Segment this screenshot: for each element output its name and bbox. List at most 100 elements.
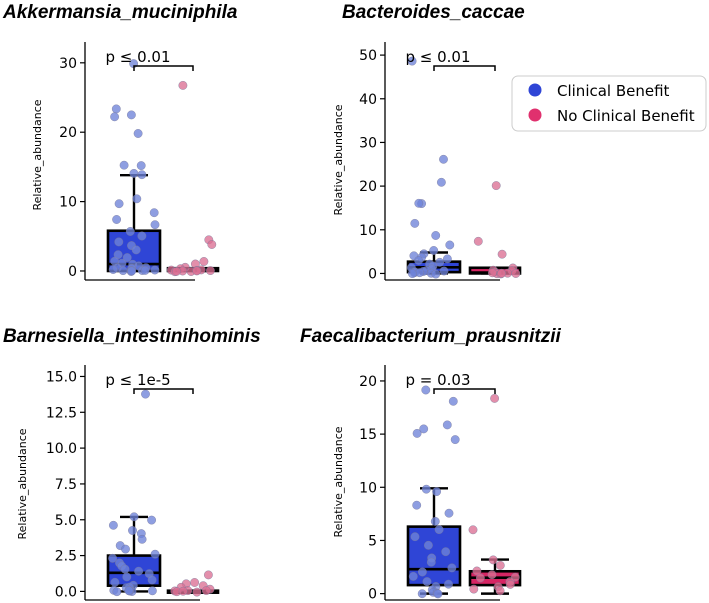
data-point (497, 249, 507, 259)
data-point (112, 587, 122, 597)
y-axis-label: Relative_abundance (16, 428, 29, 539)
data-point (128, 526, 137, 535)
data-point (448, 396, 458, 406)
data-point (442, 254, 452, 264)
data-point (140, 265, 150, 275)
y-tick-label: 15.0 (46, 369, 77, 385)
significance-bracket (433, 388, 496, 394)
y-axis-label: Relative_abundance (332, 104, 345, 215)
data-point (114, 237, 124, 247)
panel-title: Bacteroides_caccae (342, 2, 525, 23)
data-point (421, 385, 431, 395)
data-point (124, 586, 134, 596)
data-point (417, 567, 427, 577)
data-point (441, 547, 451, 557)
data-point (120, 564, 130, 574)
data-point (118, 266, 128, 275)
plot-area: 0 10 20 30 p ≤ 0.01 (59, 42, 220, 281)
panel-title: Barnesiella_intestinihominis (3, 326, 261, 347)
data-point (137, 534, 147, 544)
data-point (475, 573, 485, 583)
data-point (109, 520, 118, 530)
y-tick-label: 0 (68, 264, 77, 280)
data-point (110, 577, 120, 587)
data-point (127, 266, 137, 276)
data-point (430, 517, 440, 526)
data-point (488, 555, 498, 565)
data-point (407, 56, 417, 66)
panel-title: Akkermansia_muciniphila (2, 2, 238, 23)
data-point (172, 266, 181, 276)
data-point (112, 215, 122, 224)
data-point (433, 589, 443, 599)
data-point (137, 231, 147, 241)
data-point (414, 256, 423, 265)
data-point (447, 563, 457, 573)
data-point (429, 246, 439, 255)
y-axis-label: Relative_abundance (332, 426, 345, 537)
legend-marker-clinical-benefit (528, 83, 542, 97)
data-point (178, 81, 188, 90)
y-tick-label: 40 (359, 92, 377, 108)
data-point (129, 168, 139, 178)
data-point (495, 586, 505, 596)
legend-frame (511, 75, 707, 132)
data-point (207, 240, 217, 249)
data-point (423, 540, 433, 550)
y-tick-label: 2.5 (55, 549, 77, 565)
data-point (178, 586, 188, 596)
y-tick-label: 20 (59, 125, 77, 141)
legend-marker-no-clinical-benefit (528, 108, 542, 122)
data-point (192, 587, 202, 597)
y-tick-label: 15 (359, 427, 377, 443)
data-point (431, 269, 441, 279)
legend-label-clinical-benefit: Clinical Benefit (557, 82, 670, 100)
data-point (417, 589, 427, 599)
data-point (132, 194, 142, 204)
data-point (122, 253, 132, 263)
y-tick-label: 12.5 (46, 405, 77, 421)
data-point (150, 549, 160, 559)
data-point (431, 231, 441, 240)
y-tick-label: 10 (359, 223, 377, 239)
data-point (468, 525, 478, 535)
data-point (450, 435, 460, 444)
significance-bracket (433, 65, 496, 71)
y-tick-label: 20 (359, 179, 377, 195)
y-tick-label: 30 (59, 56, 77, 72)
data-point (487, 268, 497, 278)
plot-area: 0.0 2.5 5.0 7.5 10.0 12.5 15.0 p ≤ 1e-5 (46, 365, 220, 601)
data-point (122, 572, 132, 582)
data-point (150, 265, 160, 275)
panel-bacteroides: Bacteroides_caccae Relative_abundance 0 1… (332, 2, 525, 282)
data-point (490, 393, 499, 403)
data-point (419, 424, 429, 434)
y-tick-label: 5 (368, 533, 377, 549)
data-point (432, 487, 441, 496)
data-point (497, 268, 507, 278)
data-point (137, 170, 147, 180)
y-tick-label: 30 (359, 135, 377, 151)
data-point (439, 154, 448, 164)
data-point (131, 245, 141, 255)
y-tick-label: 50 (359, 48, 377, 64)
data-point (439, 266, 449, 276)
y-tick-label: 0.0 (55, 584, 77, 600)
data-point (110, 112, 120, 122)
data-point (491, 181, 501, 191)
data-point (119, 160, 129, 170)
data-point (426, 557, 436, 567)
data-point (199, 257, 209, 266)
data-point (134, 566, 144, 576)
y-tick-label: 10 (59, 195, 77, 211)
data-point (472, 566, 482, 576)
y-tick-label: 5.0 (55, 513, 77, 529)
legend-label-no-clinical-benefit: No Clinical Benefit (557, 107, 695, 125)
data-point (141, 389, 150, 399)
data-point (407, 269, 417, 278)
panel-barnesiella: Barnesiella_intestinihominis Relative_ab… (3, 326, 261, 601)
data-point (444, 579, 453, 589)
y-tick-label: 10 (359, 480, 377, 496)
p-value-label: p ≤ 1e-5 (105, 371, 170, 389)
y-tick-label: 7.5 (55, 477, 77, 493)
